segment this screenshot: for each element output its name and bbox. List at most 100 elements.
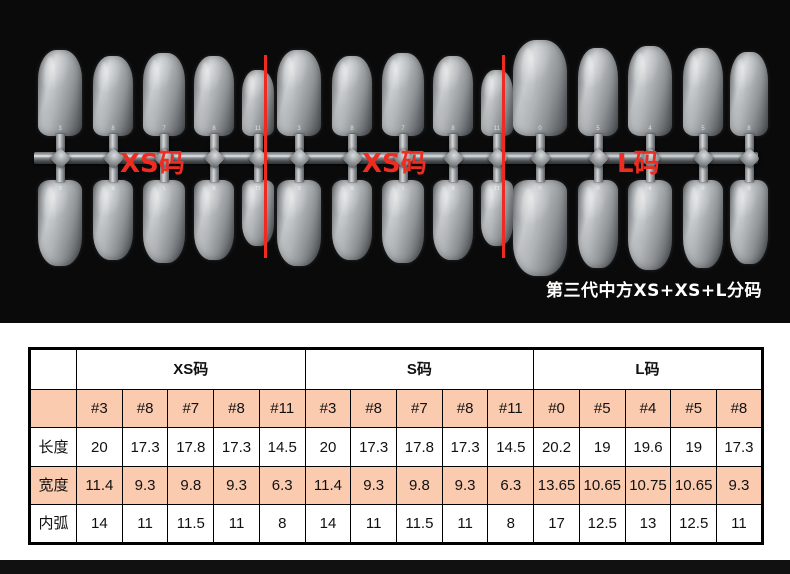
table-size-code: #5	[578, 388, 626, 429]
nail-tip-number: 8	[451, 184, 455, 190]
photo-group-label: XS码	[120, 149, 185, 179]
nail-stem	[593, 162, 603, 182]
nail-tip: 3	[38, 50, 82, 136]
table-size-code: #7	[396, 388, 443, 429]
table-cell: 17.3	[121, 427, 169, 467]
nail-tip-number: 5	[701, 184, 705, 190]
nail-tip: 8	[332, 180, 372, 260]
bottom-strip	[0, 560, 790, 574]
table-cell: 20.2	[533, 427, 580, 467]
nail-tip-number: 11	[493, 126, 501, 132]
nail-tip-number: 3	[58, 126, 62, 132]
nail-stem	[448, 134, 458, 154]
nail-tip-number: 7	[162, 126, 166, 132]
nail-stem	[294, 162, 304, 182]
table-row-label: 内弧	[29, 504, 77, 544]
nail-tip-highlight	[387, 59, 399, 112]
rod-connector-node	[587, 147, 609, 169]
table-cell: 11.5	[167, 504, 215, 544]
nail-tip: 11	[242, 70, 274, 136]
nail-tip-highlight	[735, 58, 746, 111]
nail-tip: 8	[93, 180, 133, 260]
nail-tip-highlight	[246, 185, 255, 227]
rod-connector-node	[442, 147, 464, 169]
table-cell: 19.6	[624, 427, 672, 467]
nail-stem	[108, 162, 118, 182]
nail-tip-highlight	[199, 186, 210, 236]
nail-tip-number: 8	[212, 184, 216, 190]
nail-tip-highlight	[485, 75, 494, 117]
size-table: XS码 S码 L码 #3 #8 #7 #8 #11 #3 #8 #7 #8 #11 #0 #5 #4 #5 #8 长…	[28, 347, 764, 545]
table-cell: 14	[304, 504, 352, 544]
nail-tip: 5	[578, 180, 618, 268]
nail-tip-highlight	[44, 186, 56, 241]
table-cell: 17	[533, 504, 580, 544]
nail-tip-number: 3	[297, 126, 301, 132]
nail-stem	[492, 134, 502, 154]
nail-tip-number: 8	[350, 184, 354, 190]
nail-tip: 7	[143, 180, 185, 263]
nail-stem	[398, 162, 408, 182]
table-cell: 19	[670, 427, 718, 467]
rod-connector-node	[49, 147, 71, 169]
table-cell: 17.3	[350, 427, 398, 467]
table-cell: 11	[213, 504, 260, 544]
nail-tip-number: 8	[747, 184, 751, 190]
table-cell: 11	[441, 504, 489, 544]
table-size-code: #8	[716, 388, 763, 429]
rod-connector-node	[288, 147, 310, 169]
nail-stem	[645, 162, 655, 182]
nail-tip-highlight	[98, 62, 109, 112]
nail-tip: 8	[730, 52, 768, 136]
nail-stem	[492, 162, 502, 182]
table-cell: 6.3	[258, 465, 306, 506]
table-cell: 11	[716, 504, 763, 544]
table-cell: 9.3	[441, 465, 489, 506]
photo-group-label: L码	[617, 149, 660, 179]
nail-tip-highlight	[199, 62, 210, 112]
nail-tip-number: 11	[254, 184, 262, 190]
nail-stem	[294, 134, 304, 154]
table-cell: 11	[121, 504, 169, 544]
table-group-label: L码	[533, 348, 763, 390]
nail-tip: 11	[242, 180, 274, 246]
nail-tip-number: 8	[747, 126, 751, 132]
table-cell: 8	[487, 504, 535, 544]
nail-stem	[209, 134, 219, 154]
table-cell: 17.3	[441, 427, 489, 467]
table-size-code: #5	[670, 388, 718, 429]
table-group-label: XS码	[76, 348, 306, 390]
rod-connector-node	[738, 147, 760, 169]
table-cell: 11.5	[396, 504, 443, 544]
rod-connector-node	[341, 147, 363, 169]
rod-connector-node	[529, 147, 551, 169]
nail-tip-number: 4	[648, 126, 652, 132]
table-row: 长度 20 17.3 17.8 17.3 14.5 20 17.3 17.8 17.3 14.5 20…	[29, 427, 763, 467]
nail-stem	[698, 162, 708, 182]
size-table-wrapper: XS码 S码 L码 #3 #8 #7 #8 #11 #3 #8 #7 #8 #11 #0 #5 #4 #5 #8 长…	[28, 347, 764, 545]
nail-tip-number: 0	[538, 126, 542, 132]
nail-tip: 8	[194, 180, 234, 260]
nail-tip-highlight	[283, 56, 295, 111]
table-cell: 13	[624, 504, 672, 544]
nail-stem	[159, 162, 169, 182]
table-cell: 17.8	[396, 427, 443, 467]
nail-tip: 7	[382, 180, 424, 263]
nail-tip-highlight	[520, 47, 535, 108]
nail-tip-number: 7	[401, 126, 405, 132]
nail-tip: 5	[683, 48, 723, 136]
nail-tip-number: 3	[297, 184, 301, 190]
nail-stem	[593, 134, 603, 154]
nail-stem	[535, 134, 545, 154]
table-cell: 14	[76, 504, 123, 544]
table-cell: 14.5	[258, 427, 306, 467]
nail-tip-number: 5	[596, 184, 600, 190]
table-cell: 19	[578, 427, 626, 467]
nail-tip-highlight	[688, 187, 699, 242]
nail-tip: 7	[143, 53, 185, 136]
nail-tip-highlight	[520, 187, 535, 248]
nail-stem	[645, 134, 655, 154]
nail-tip-highlight	[583, 187, 594, 242]
nail-tip: 3	[277, 50, 321, 136]
nail-tip-number: 8	[111, 126, 115, 132]
